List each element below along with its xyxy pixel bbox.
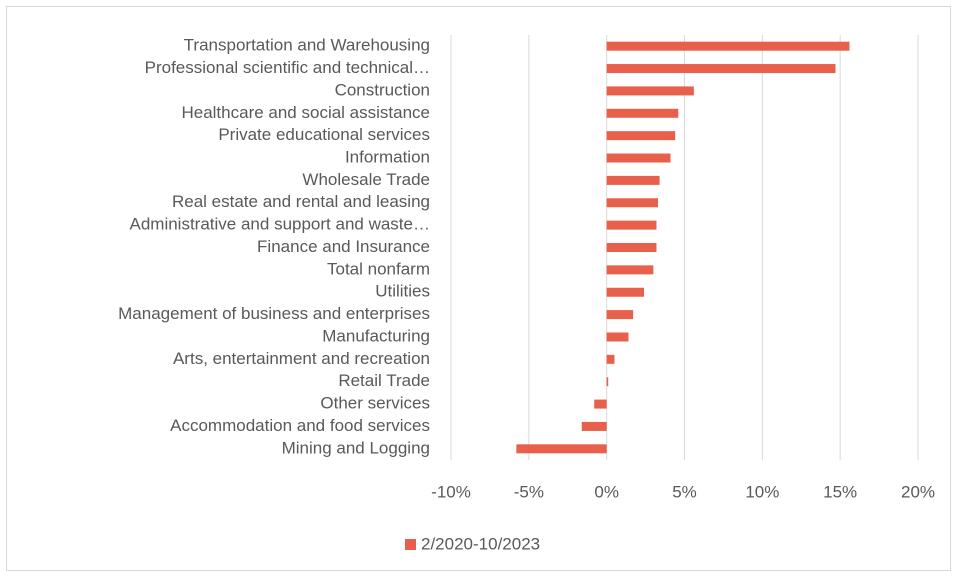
y-tick-label: Private educational services [218,125,430,144]
bar [516,444,607,454]
bar [606,265,654,275]
bar [606,310,634,320]
x-tick-label: -10% [431,482,471,501]
y-tick-label: Finance and Insurance [257,237,430,256]
bar [606,220,657,230]
y-tick-label: Professional scientific and technical… [145,58,430,77]
y-tick-label: Healthcare and social assistance [181,103,430,122]
y-tick-label: Total nonfarm [327,259,430,278]
bar [606,287,645,297]
bar [606,175,660,185]
bar [606,243,657,252]
y-tick-label: Retail Trade [338,371,430,390]
y-tick-label: Transportation and Warehousing [184,36,430,55]
bar [594,399,607,409]
bar [606,86,694,96]
bar [606,41,850,51]
bar [606,153,671,163]
bar [606,131,676,141]
bar [606,354,615,364]
y-tick-label: Real estate and rental and leasing [172,192,430,211]
bar [606,332,629,342]
y-tick-label: Administrative and support and waste… [130,215,431,234]
y-tick-label: Information [345,148,430,167]
y-tick-label: Utilities [375,282,430,301]
x-tick-label: 15% [823,482,857,501]
y-tick-label: Construction [335,80,430,99]
bar [606,108,679,118]
legend-swatch [405,539,416,550]
bar [606,198,659,208]
y-tick-label: Other services [320,394,430,413]
x-tick-label: 20% [901,482,935,501]
x-tick-label: 5% [672,482,697,501]
legend-label: 2/2020-10/2023 [421,534,540,553]
y-tick-label: Accommodation and food services [170,416,430,435]
x-tick-label: 0% [594,482,619,501]
x-tick-label: -5% [514,482,544,501]
x-tick-label: 10% [745,482,779,501]
y-tick-label: Management of business and enterprises [118,304,430,323]
y-tick-label: Manufacturing [322,326,430,345]
y-tick-label: Wholesale Trade [302,170,430,189]
bar [606,377,609,387]
y-tick-label: Arts, entertainment and recreation [173,349,430,368]
bar [581,421,607,431]
y-tick-label: Mining and Logging [282,438,430,457]
chart-border [6,6,951,571]
bar [606,64,836,74]
